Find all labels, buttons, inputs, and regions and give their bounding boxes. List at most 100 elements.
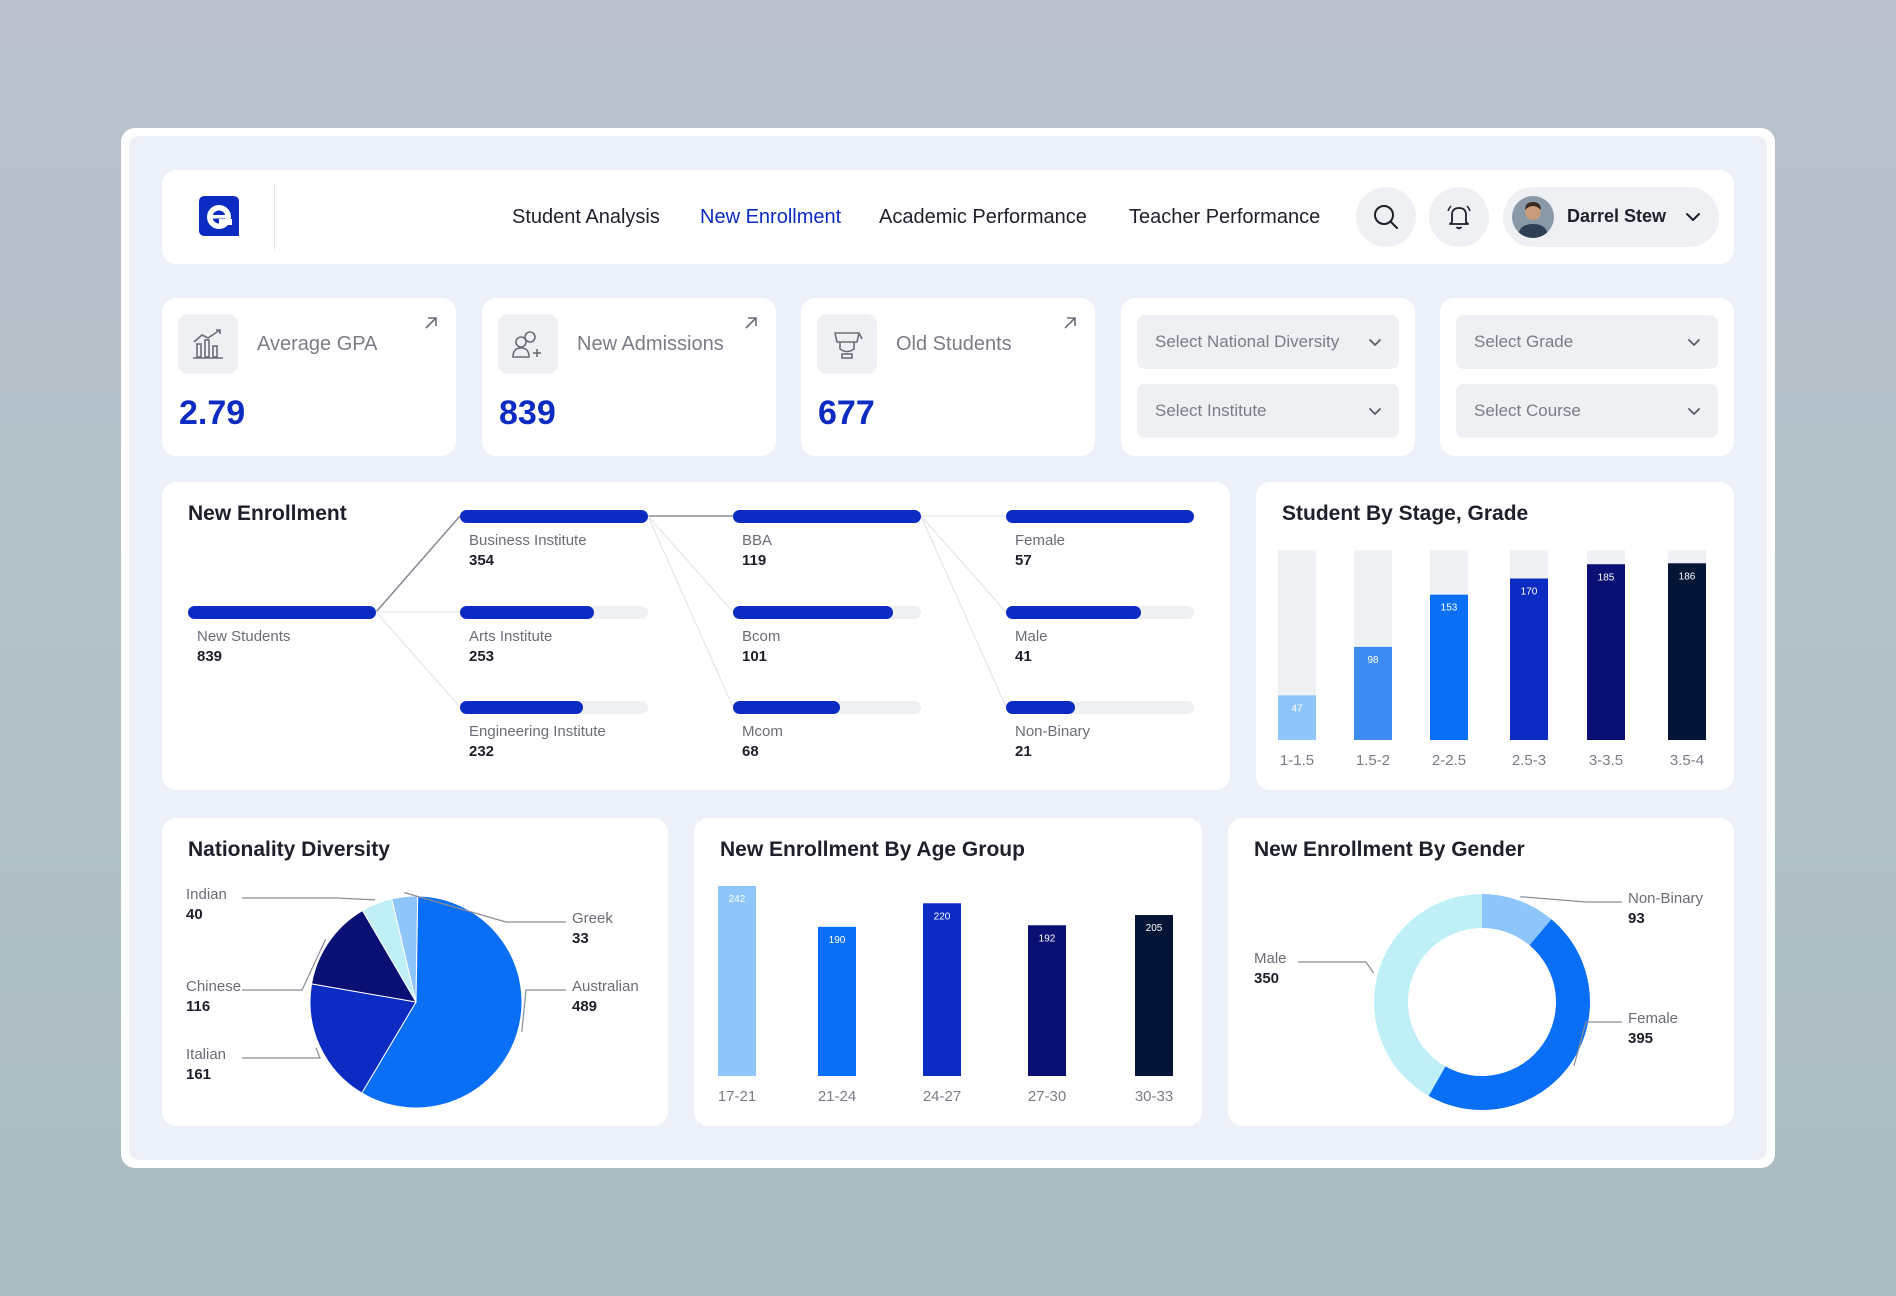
link-course-gender bbox=[920, 515, 1007, 708]
x-tick-label: 3-3.5 bbox=[1589, 752, 1623, 769]
filter-card-left: Select National Diversity Select Institu… bbox=[1121, 298, 1415, 456]
nav-new-enrollment[interactable]: New Enrollment bbox=[700, 205, 842, 228]
national-diversity-select[interactable]: Select National Diversity bbox=[1137, 315, 1399, 369]
kpi-label: Average GPA bbox=[257, 333, 378, 355]
slice-label: Australian bbox=[572, 978, 639, 995]
leader-line bbox=[1520, 896, 1622, 903]
course-node-value: 119 bbox=[742, 552, 767, 569]
user-menu[interactable]: Darrel Stew bbox=[1503, 187, 1719, 247]
bar-data-label: 186 bbox=[1679, 571, 1696, 582]
course-node-track bbox=[733, 510, 921, 523]
bar[interactable] bbox=[1430, 594, 1468, 740]
bar-data-label: 153 bbox=[1441, 603, 1458, 614]
institute-select[interactable]: Select Institute bbox=[1137, 384, 1399, 438]
course-node-fill bbox=[733, 510, 921, 523]
pie-slice[interactable] bbox=[310, 909, 417, 1003]
nav-teacher-performance[interactable]: Teacher Performance bbox=[1129, 205, 1321, 228]
bar-data-label: 205 bbox=[1146, 923, 1163, 934]
flow-links bbox=[375, 515, 1007, 708]
kpi-value: 2.79 bbox=[179, 394, 246, 432]
bar[interactable] bbox=[1278, 695, 1316, 740]
kpi-icon-box bbox=[817, 314, 877, 374]
institute-node-track bbox=[460, 606, 648, 619]
root-node-track bbox=[188, 606, 376, 619]
bar[interactable] bbox=[923, 903, 961, 1076]
select-placeholder: Select Course bbox=[1474, 401, 1581, 420]
grade-select[interactable]: Select Grade bbox=[1456, 315, 1718, 369]
segment-label: Male bbox=[1254, 950, 1287, 967]
institute-node-fill bbox=[460, 510, 648, 523]
bar-data-label: 98 bbox=[1367, 655, 1379, 666]
chart-growth-icon bbox=[193, 329, 223, 359]
app-logo-icon[interactable] bbox=[195, 192, 243, 240]
leader-line bbox=[242, 897, 376, 901]
institute-node-track bbox=[460, 510, 648, 523]
nav-student-analysis[interactable]: Student Analysis bbox=[512, 205, 660, 228]
kpi-value: 677 bbox=[818, 394, 875, 432]
notifications-button[interactable] bbox=[1429, 187, 1489, 247]
arrow-up-right-icon[interactable] bbox=[422, 314, 440, 332]
slice-label: Indian bbox=[186, 886, 227, 903]
x-tick-label: 1.5-2 bbox=[1356, 752, 1390, 769]
search-button[interactable] bbox=[1356, 187, 1416, 247]
x-tick-label: 24-27 bbox=[923, 1088, 961, 1105]
institute-node-value: 232 bbox=[469, 743, 495, 760]
course-node-track bbox=[733, 606, 921, 619]
slice-value: 161 bbox=[186, 1066, 212, 1083]
bar-data-label: 170 bbox=[1521, 587, 1538, 598]
arrow-up-right-icon[interactable] bbox=[742, 314, 760, 332]
x-tick-label: 17-21 bbox=[718, 1088, 756, 1105]
donut-segment[interactable] bbox=[1428, 919, 1590, 1110]
add-user-icon bbox=[512, 331, 541, 358]
filter-card-right: Select Grade Select Course bbox=[1440, 298, 1734, 456]
bar[interactable] bbox=[1028, 925, 1066, 1076]
select-placeholder: Select National Diversity bbox=[1155, 332, 1340, 351]
gender-node-label: Female bbox=[1015, 532, 1066, 549]
institute-node-track bbox=[460, 701, 648, 714]
bell-icon bbox=[1447, 205, 1471, 230]
graduation-trophy-icon bbox=[834, 332, 863, 359]
link-institute-course bbox=[647, 515, 734, 708]
institute-node-value: 354 bbox=[469, 552, 495, 569]
age-group-panel: New Enrollment By Age Group 242 17-21 190 2… bbox=[694, 818, 1202, 1126]
segment-label: Female bbox=[1628, 1010, 1679, 1027]
institute-node-label: Engineering Institute bbox=[469, 723, 606, 740]
panel-title: New Enrollment By Gender bbox=[1254, 838, 1525, 861]
link-root-institute bbox=[375, 515, 461, 613]
leader-line bbox=[1298, 961, 1375, 974]
segment-value: 395 bbox=[1628, 1030, 1654, 1047]
bar[interactable] bbox=[818, 926, 856, 1076]
leader-line bbox=[242, 1047, 321, 1059]
x-tick-label: 21-24 bbox=[818, 1088, 856, 1105]
course-node-label: Bcom bbox=[742, 628, 781, 645]
arrow-up-right-icon[interactable] bbox=[1061, 314, 1079, 332]
chevron-down-icon bbox=[1369, 408, 1381, 415]
kpi-new-admissions[interactable]: New Admissions 839 bbox=[482, 298, 776, 456]
bar[interactable] bbox=[1510, 578, 1548, 741]
donut-segment[interactable] bbox=[1374, 894, 1482, 1096]
panel-title: New Enrollment bbox=[188, 502, 347, 525]
kpi-old-students[interactable]: Old Students 677 bbox=[801, 298, 1095, 456]
bar[interactable] bbox=[1135, 915, 1173, 1076]
bar[interactable] bbox=[1587, 564, 1625, 740]
pie-slice[interactable] bbox=[309, 983, 417, 1094]
course-node-track bbox=[733, 701, 921, 714]
bar[interactable] bbox=[1668, 563, 1706, 740]
panel-title: Nationality Diversity bbox=[188, 838, 390, 861]
panel-title: Student By Stage, Grade bbox=[1282, 502, 1529, 525]
course-select[interactable]: Select Course bbox=[1456, 384, 1718, 438]
panel-title: New Enrollment By Age Group bbox=[720, 838, 1025, 861]
leader-line bbox=[404, 892, 566, 923]
bar[interactable] bbox=[1354, 646, 1392, 740]
segment-value: 93 bbox=[1628, 910, 1645, 927]
pie-slice[interactable] bbox=[361, 895, 523, 1109]
root-node-fill bbox=[188, 606, 376, 619]
kpi-label: New Admissions bbox=[577, 333, 724, 355]
nav-academic-performance[interactable]: Academic Performance bbox=[879, 205, 1087, 228]
donut-segment[interactable] bbox=[1482, 894, 1552, 946]
chevron-down-icon bbox=[1369, 339, 1381, 346]
bar[interactable] bbox=[718, 886, 756, 1076]
chevron-down-icon bbox=[1688, 339, 1700, 346]
kpi-average-gpa[interactable]: Average GPA 2.79 bbox=[162, 298, 456, 456]
institute-node-label: Business Institute bbox=[469, 532, 587, 549]
